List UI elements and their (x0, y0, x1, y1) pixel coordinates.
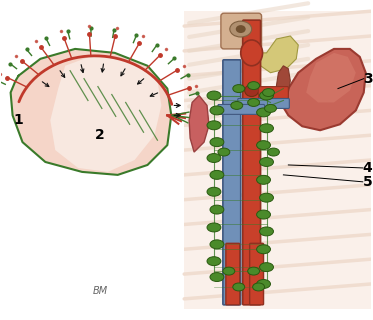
FancyBboxPatch shape (250, 243, 264, 305)
Text: 4: 4 (363, 161, 373, 175)
Ellipse shape (210, 138, 224, 147)
Ellipse shape (260, 91, 273, 100)
FancyBboxPatch shape (243, 20, 261, 305)
Ellipse shape (257, 280, 270, 288)
Ellipse shape (233, 283, 245, 291)
Ellipse shape (260, 227, 273, 236)
FancyBboxPatch shape (238, 99, 289, 108)
Ellipse shape (257, 141, 270, 149)
Ellipse shape (241, 40, 263, 66)
Ellipse shape (210, 273, 224, 282)
Ellipse shape (248, 99, 260, 107)
Ellipse shape (210, 171, 224, 179)
Polygon shape (306, 53, 356, 102)
FancyBboxPatch shape (226, 243, 240, 305)
FancyBboxPatch shape (258, 87, 288, 99)
Text: BM: BM (93, 286, 107, 296)
Ellipse shape (207, 91, 221, 100)
Ellipse shape (260, 157, 273, 166)
Ellipse shape (246, 100, 258, 110)
Ellipse shape (207, 223, 221, 232)
Ellipse shape (257, 245, 270, 254)
Ellipse shape (260, 124, 273, 133)
Ellipse shape (253, 283, 264, 291)
Ellipse shape (207, 121, 221, 130)
Polygon shape (276, 66, 290, 102)
Polygon shape (258, 36, 298, 73)
Ellipse shape (230, 21, 252, 37)
Ellipse shape (207, 187, 221, 196)
Polygon shape (9, 61, 184, 264)
Text: 1: 1 (14, 113, 23, 127)
Ellipse shape (233, 84, 245, 92)
Text: 3: 3 (363, 72, 373, 86)
Ellipse shape (210, 240, 224, 249)
Polygon shape (189, 96, 209, 152)
Ellipse shape (260, 193, 273, 202)
Polygon shape (50, 55, 162, 172)
Ellipse shape (248, 267, 260, 275)
FancyBboxPatch shape (221, 13, 261, 49)
Ellipse shape (257, 175, 270, 184)
Ellipse shape (257, 108, 270, 117)
Polygon shape (184, 11, 371, 309)
Ellipse shape (210, 106, 224, 115)
Ellipse shape (263, 89, 275, 97)
Ellipse shape (210, 205, 224, 214)
Ellipse shape (248, 82, 260, 90)
Polygon shape (10, 49, 171, 175)
Polygon shape (278, 49, 366, 130)
Ellipse shape (264, 104, 276, 112)
Ellipse shape (236, 25, 246, 33)
FancyBboxPatch shape (218, 104, 264, 114)
Ellipse shape (245, 84, 258, 97)
FancyBboxPatch shape (223, 60, 241, 305)
Ellipse shape (207, 257, 221, 266)
Ellipse shape (218, 148, 230, 156)
Ellipse shape (231, 101, 243, 109)
Ellipse shape (223, 267, 235, 275)
Ellipse shape (260, 263, 273, 272)
Ellipse shape (267, 148, 279, 156)
Ellipse shape (257, 210, 270, 219)
Ellipse shape (207, 154, 221, 163)
Text: 5: 5 (363, 175, 373, 189)
Text: 2: 2 (95, 128, 105, 142)
